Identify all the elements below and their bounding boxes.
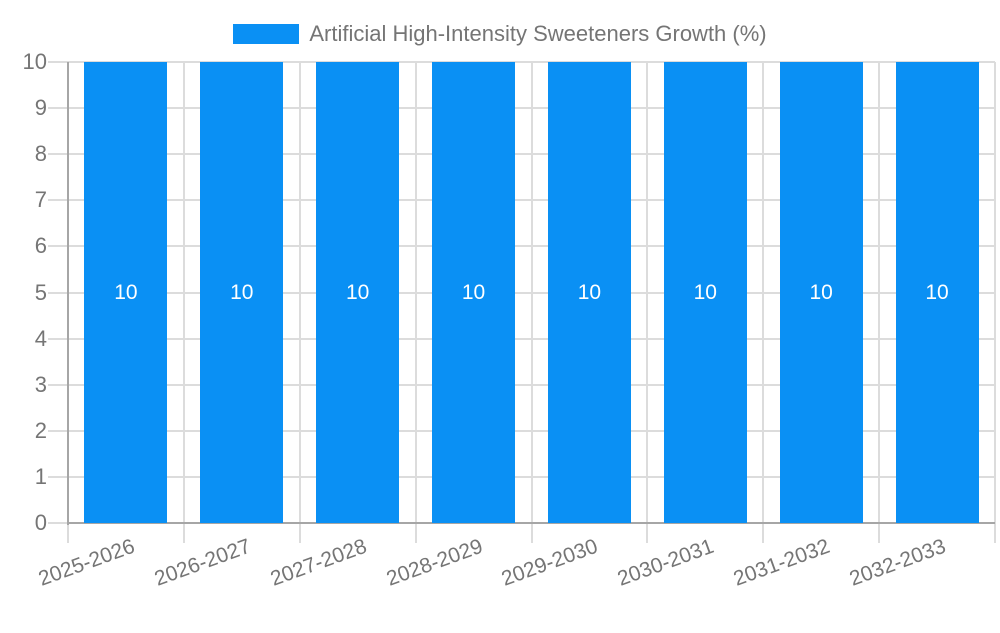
x-axis-labels: 2025-2026 2026-2027 2027-2028 2028-2029 2029… — [35, 62, 995, 600]
bar[interactable]: 10 — [895, 62, 979, 523]
h-gridline — [48, 199, 995, 202]
y-tick-label: 10 — [22, 49, 47, 74]
bar-value-label: 10 — [925, 280, 949, 304]
bar[interactable]: 10 — [84, 62, 168, 523]
v-gridline — [298, 62, 301, 543]
v-gridline — [646, 62, 649, 543]
v-gridline — [414, 62, 417, 543]
x-axis-line — [68, 522, 995, 524]
bar-value-label: 10 — [693, 280, 717, 304]
y-tick-label: 5 — [34, 279, 47, 305]
bar-value-label: 10 — [577, 280, 602, 304]
y-axis-labels: 0 1 2 3 4 5 6 7 8 9 10 — [0, 49, 47, 535]
h-gridline — [48, 153, 995, 156]
v-gridline — [994, 62, 996, 543]
bar[interactable]: 10 — [200, 62, 284, 523]
bar-value-label: 10 — [114, 280, 138, 304]
y-axis-line — [67, 62, 69, 525]
bar-value-label: 10 — [346, 280, 370, 304]
legend-swatch — [233, 24, 300, 44]
plot-area: 10 10 10 10 10 10 10 10 — [48, 61, 996, 543]
bar[interactable]: 10 — [779, 62, 863, 523]
bar[interactable]: 10 — [663, 62, 747, 523]
y-tick-label: 6 — [34, 233, 47, 259]
legend: Artificial High-Intensity Sweeteners Gro… — [0, 21, 1000, 47]
h-gridline — [48, 107, 995, 110]
v-gridline — [762, 62, 765, 543]
y-tick-label: 1 — [34, 463, 47, 489]
y-tick-label: 2 — [34, 417, 47, 443]
v-gridline — [182, 62, 185, 543]
legend-label: Artificial High-Intensity Sweeteners Gro… — [309, 21, 767, 46]
h-gridline — [48, 291, 995, 294]
bar-value-label: 10 — [230, 280, 254, 304]
y-tick-label: 0 — [34, 510, 47, 535]
h-gridline — [48, 383, 995, 386]
h-gridline — [48, 61, 995, 63]
bar-value-label: 10 — [809, 280, 833, 304]
h-gridline — [48, 429, 995, 432]
y-tick-label: 7 — [34, 187, 47, 213]
h-gridline — [48, 337, 995, 340]
bar[interactable]: 10 — [547, 62, 631, 523]
v-gridline — [878, 62, 881, 543]
x-tick-label: 2032-2033 — [846, 534, 949, 591]
y-tick-label: 3 — [34, 371, 47, 397]
h-gridline — [48, 245, 995, 248]
h-gridline — [48, 475, 995, 478]
chart-container: Artificial High-Intensity Sweeteners Gro… — [0, 21, 1000, 600]
v-gridline — [530, 62, 533, 543]
bar-value-label: 10 — [461, 280, 486, 304]
y-tick-label: 4 — [34, 325, 47, 351]
bar[interactable]: 10 — [432, 62, 516, 523]
y-tick-label: 8 — [34, 141, 47, 167]
y-tick-label: 9 — [34, 95, 47, 121]
bar[interactable]: 10 — [316, 62, 400, 523]
